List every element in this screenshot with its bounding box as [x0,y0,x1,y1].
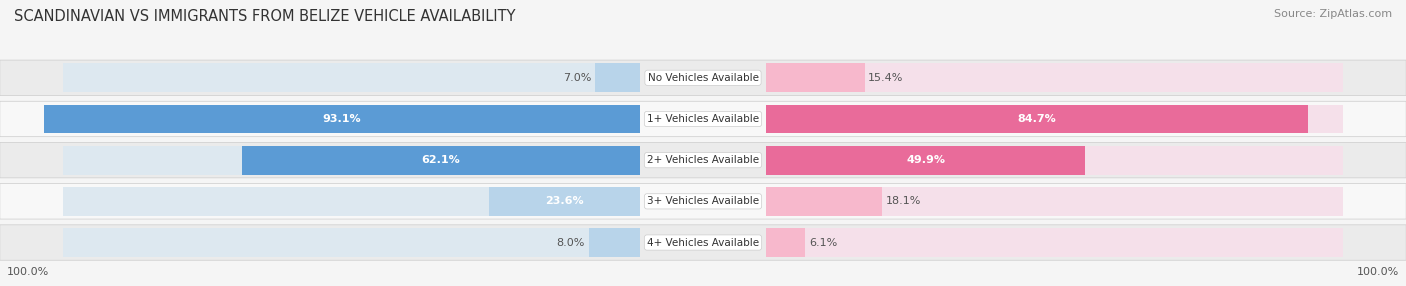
Bar [63,105,640,133]
Bar [766,146,1343,174]
FancyBboxPatch shape [0,184,1406,219]
Bar [44,105,640,133]
Text: 2+ Vehicles Available: 2+ Vehicles Available [647,155,759,165]
Bar [766,228,806,257]
FancyBboxPatch shape [0,60,1406,96]
Bar [766,105,1308,133]
Bar [766,187,1343,216]
Bar [766,63,865,92]
Bar [589,228,640,257]
Text: 8.0%: 8.0% [557,238,585,247]
Text: 1+ Vehicles Available: 1+ Vehicles Available [647,114,759,124]
Text: SCANDINAVIAN VS IMMIGRANTS FROM BELIZE VEHICLE AVAILABILITY: SCANDINAVIAN VS IMMIGRANTS FROM BELIZE V… [14,9,516,23]
FancyBboxPatch shape [0,142,1406,178]
Text: 23.6%: 23.6% [546,196,583,206]
Bar [489,187,640,216]
Text: 62.1%: 62.1% [422,155,461,165]
Bar [595,63,640,92]
Text: 15.4%: 15.4% [869,73,904,83]
Text: Source: ZipAtlas.com: Source: ZipAtlas.com [1274,9,1392,19]
Text: 49.9%: 49.9% [907,155,945,165]
Bar [63,146,640,174]
FancyBboxPatch shape [0,101,1406,137]
Text: 93.1%: 93.1% [322,114,361,124]
Text: 18.1%: 18.1% [886,196,921,206]
Bar [766,187,882,216]
Bar [766,105,1343,133]
Bar [766,146,1085,174]
Text: 4+ Vehicles Available: 4+ Vehicles Available [647,238,759,247]
Bar [766,63,1343,92]
Bar [63,228,640,257]
Text: 84.7%: 84.7% [1018,114,1056,124]
Bar [242,146,640,174]
Text: 7.0%: 7.0% [562,73,592,83]
Text: 100.0%: 100.0% [1357,267,1399,277]
FancyBboxPatch shape [0,225,1406,260]
Bar [766,228,1343,257]
Bar [63,63,640,92]
Text: 100.0%: 100.0% [7,267,49,277]
Text: 6.1%: 6.1% [808,238,837,247]
Text: No Vehicles Available: No Vehicles Available [648,73,758,83]
Text: 3+ Vehicles Available: 3+ Vehicles Available [647,196,759,206]
Bar [63,187,640,216]
